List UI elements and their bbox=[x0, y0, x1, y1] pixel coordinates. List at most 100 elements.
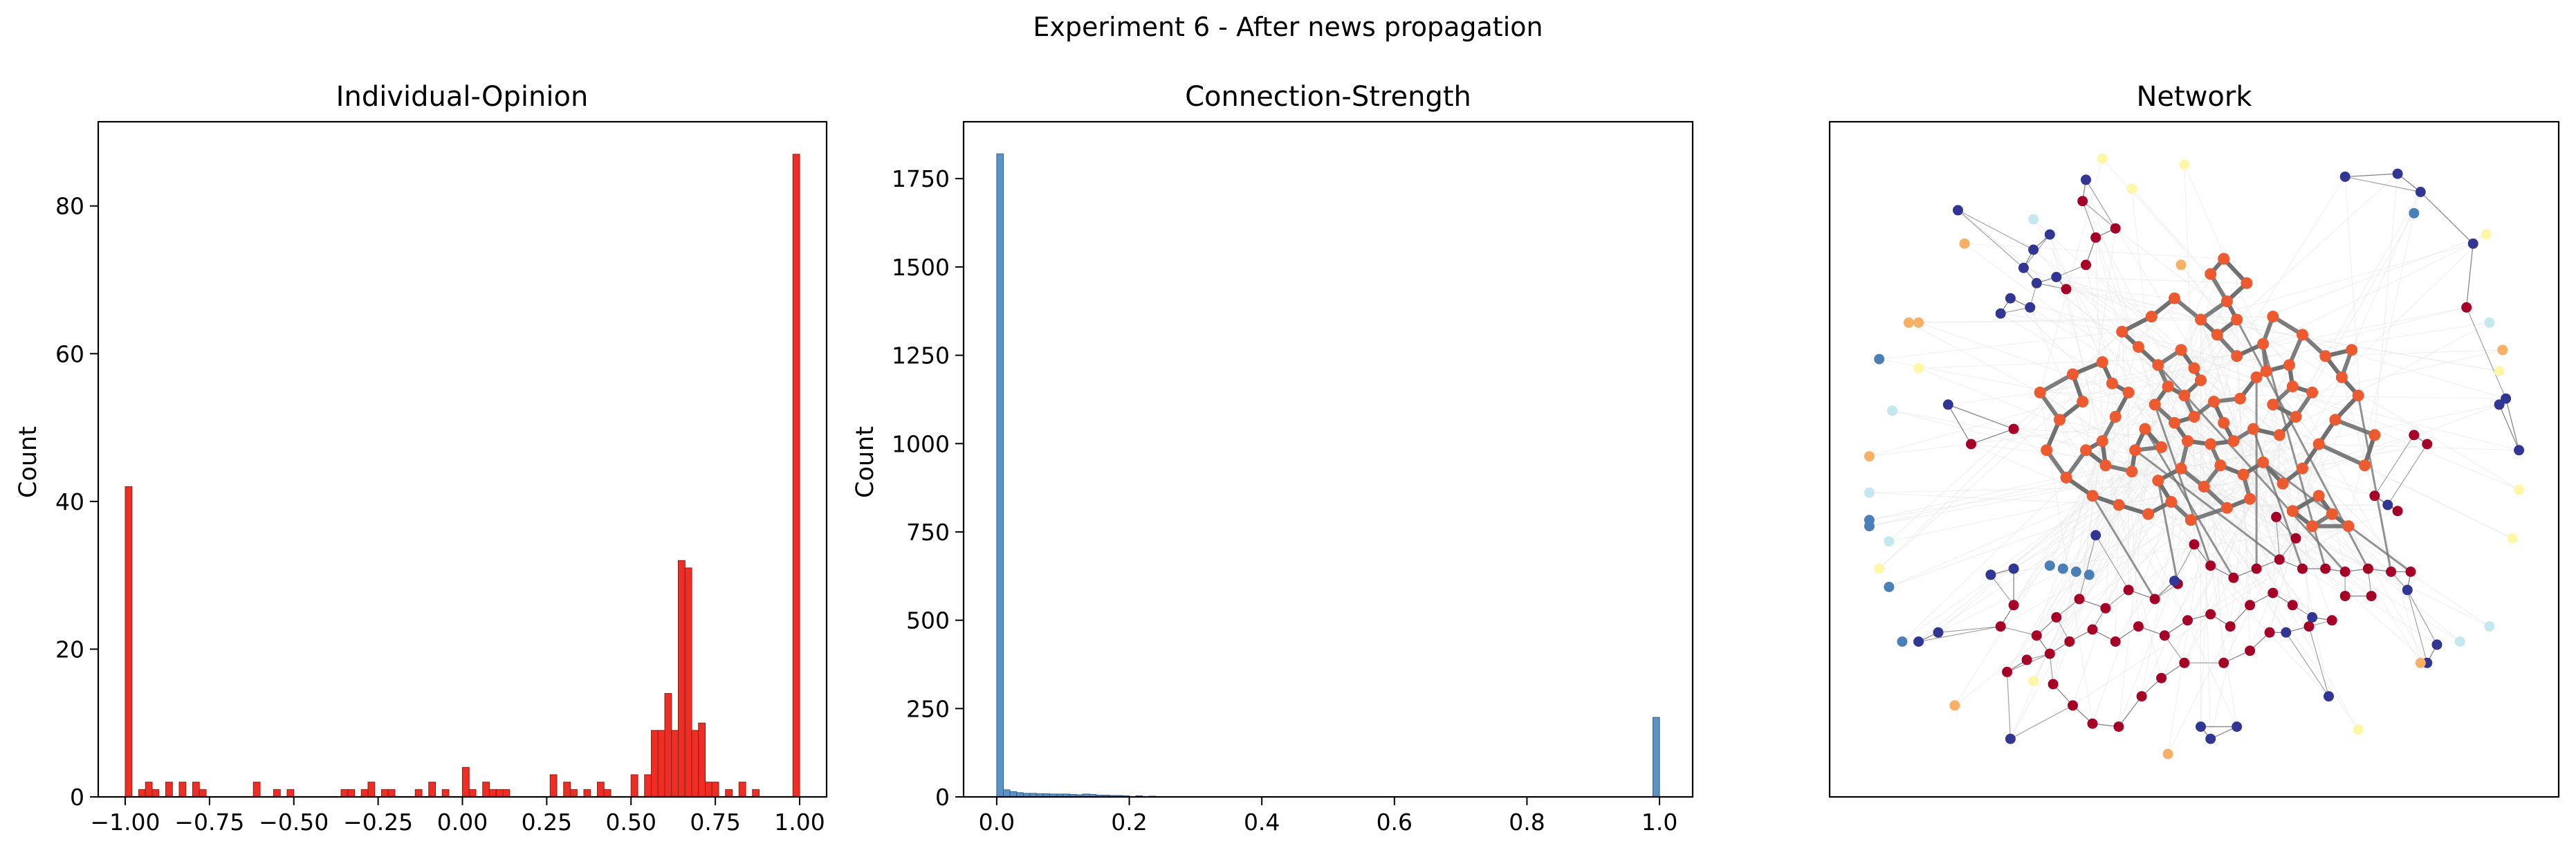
network-faint-edge bbox=[2236, 319, 2506, 399]
network-navy-node bbox=[2044, 229, 2055, 240]
network-faint-edge bbox=[1938, 443, 2319, 633]
opinion-bar bbox=[684, 567, 692, 798]
network-lower-node bbox=[2205, 560, 2216, 571]
network-core-node bbox=[2346, 344, 2358, 356]
network-core-node bbox=[2290, 411, 2302, 423]
opinion-bar bbox=[691, 730, 699, 798]
network-faint-edge bbox=[2279, 234, 2487, 436]
network-faint-edge bbox=[2272, 404, 2330, 697]
network-core-node bbox=[2283, 359, 2295, 371]
opinion-ytick-label: 40 bbox=[55, 488, 84, 515]
opinion-bar bbox=[381, 789, 389, 798]
network-core-node bbox=[2241, 277, 2253, 289]
network-faint-edge bbox=[2279, 192, 2421, 436]
strength-xtick-label: 1.0 bbox=[1641, 809, 1677, 836]
network-peach-node bbox=[2162, 748, 2173, 760]
opinion-bar bbox=[273, 789, 281, 798]
network-lower-node bbox=[2189, 539, 2200, 550]
network-lower-node bbox=[2064, 636, 2075, 647]
network-faint-edge bbox=[2141, 416, 2195, 697]
network-cyan-node bbox=[1864, 487, 1875, 498]
opinion-bar bbox=[664, 693, 672, 798]
network-lower-node bbox=[2159, 630, 2170, 641]
network-navy-node bbox=[2431, 639, 2442, 650]
network-lower-node bbox=[2274, 554, 2285, 565]
network-faint-edge bbox=[2184, 395, 2257, 569]
network-faint-edge bbox=[1879, 331, 2122, 360]
network-core-node bbox=[2195, 374, 2207, 387]
network-core-node bbox=[2184, 514, 2197, 526]
network-core-node bbox=[2250, 371, 2263, 383]
network-core-node bbox=[2067, 368, 2079, 380]
network-faint-edge bbox=[1918, 416, 2195, 642]
network-blue-node bbox=[2070, 567, 2081, 577]
network-lower-node bbox=[2218, 657, 2229, 668]
network-faint-edge bbox=[2102, 349, 2503, 442]
network-faint-edge bbox=[1869, 334, 2303, 457]
network-lower-node bbox=[2100, 603, 2111, 614]
strength-ytick-label: 0 bbox=[935, 784, 950, 811]
network-core-node bbox=[2267, 311, 2279, 323]
network-faint-edge bbox=[1971, 443, 2093, 497]
network-lower-node bbox=[2156, 672, 2167, 683]
network-core-node bbox=[2234, 392, 2246, 405]
network-navy-node bbox=[2018, 262, 2029, 273]
network-lower-node bbox=[2264, 627, 2275, 638]
network-thin-edge bbox=[2010, 705, 2073, 739]
opinion-bar bbox=[192, 782, 200, 798]
network-core-node bbox=[2198, 481, 2210, 493]
network-navy-node bbox=[1913, 636, 1924, 647]
network-faint-edge bbox=[1918, 468, 2182, 643]
network-lower-node bbox=[1995, 621, 2006, 632]
opinion-bar bbox=[711, 782, 719, 798]
network-yellow-node bbox=[1874, 563, 1885, 574]
network-navy-node bbox=[2501, 393, 2512, 404]
network-navy-node bbox=[1942, 399, 1953, 410]
network-core-node bbox=[2142, 508, 2155, 520]
network-lower-node bbox=[2002, 666, 2013, 677]
network-cyan-node bbox=[2484, 621, 2495, 632]
opinion-bar bbox=[178, 782, 187, 798]
network-faint-edge bbox=[2072, 258, 2225, 706]
network-lower-node bbox=[2290, 533, 2301, 544]
network-faint-edge bbox=[2236, 319, 2251, 651]
network-faint-edge bbox=[1888, 331, 2123, 542]
network-core-node bbox=[2195, 313, 2207, 326]
network-faint-edge bbox=[2167, 419, 2336, 755]
strength-ytick-label: 1000 bbox=[892, 430, 950, 457]
network-faint-edge bbox=[1888, 504, 2119, 588]
network-core-node bbox=[2220, 502, 2233, 514]
network-faint-edge bbox=[2236, 319, 2519, 490]
network-core-node bbox=[2260, 365, 2272, 378]
opinion-bar bbox=[597, 782, 605, 798]
strength-ytick-label: 1500 bbox=[892, 254, 950, 281]
network-navy-node bbox=[2402, 585, 2413, 596]
opinion-bar bbox=[570, 789, 578, 798]
network-core-node bbox=[2352, 389, 2364, 402]
network-faint-edge bbox=[2036, 282, 2175, 299]
opinion-bar bbox=[725, 789, 733, 798]
network-lower-node bbox=[2245, 645, 2256, 656]
network-faint-edge bbox=[2095, 237, 2103, 441]
network-faint-edge bbox=[2085, 264, 2133, 472]
opinion-ytick-label: 0 bbox=[70, 784, 84, 811]
network-lower-node bbox=[2386, 567, 2397, 577]
network-core-node bbox=[2335, 371, 2348, 383]
network-faint-edge bbox=[2374, 174, 2398, 435]
network-strong-edge bbox=[2038, 372, 2075, 395]
network-core-node bbox=[2211, 329, 2223, 341]
network-lower-node bbox=[2133, 621, 2144, 632]
opinion-xtick-label: −0.50 bbox=[259, 809, 329, 836]
network-lower-node bbox=[2074, 594, 2085, 605]
network-navy-node bbox=[1933, 627, 1944, 638]
network-faint-edge bbox=[1869, 416, 2195, 457]
network-lower-node bbox=[2087, 718, 2098, 729]
network-blue-node bbox=[2057, 563, 2068, 574]
network-bridge-edge bbox=[2144, 428, 2235, 579]
network-core-node bbox=[2368, 429, 2381, 441]
network-core-node bbox=[2155, 441, 2168, 453]
network-core-node bbox=[2086, 490, 2099, 502]
opinion-bar bbox=[145, 782, 153, 798]
network-lower-node bbox=[2077, 196, 2088, 207]
network-core-node bbox=[2297, 462, 2308, 475]
